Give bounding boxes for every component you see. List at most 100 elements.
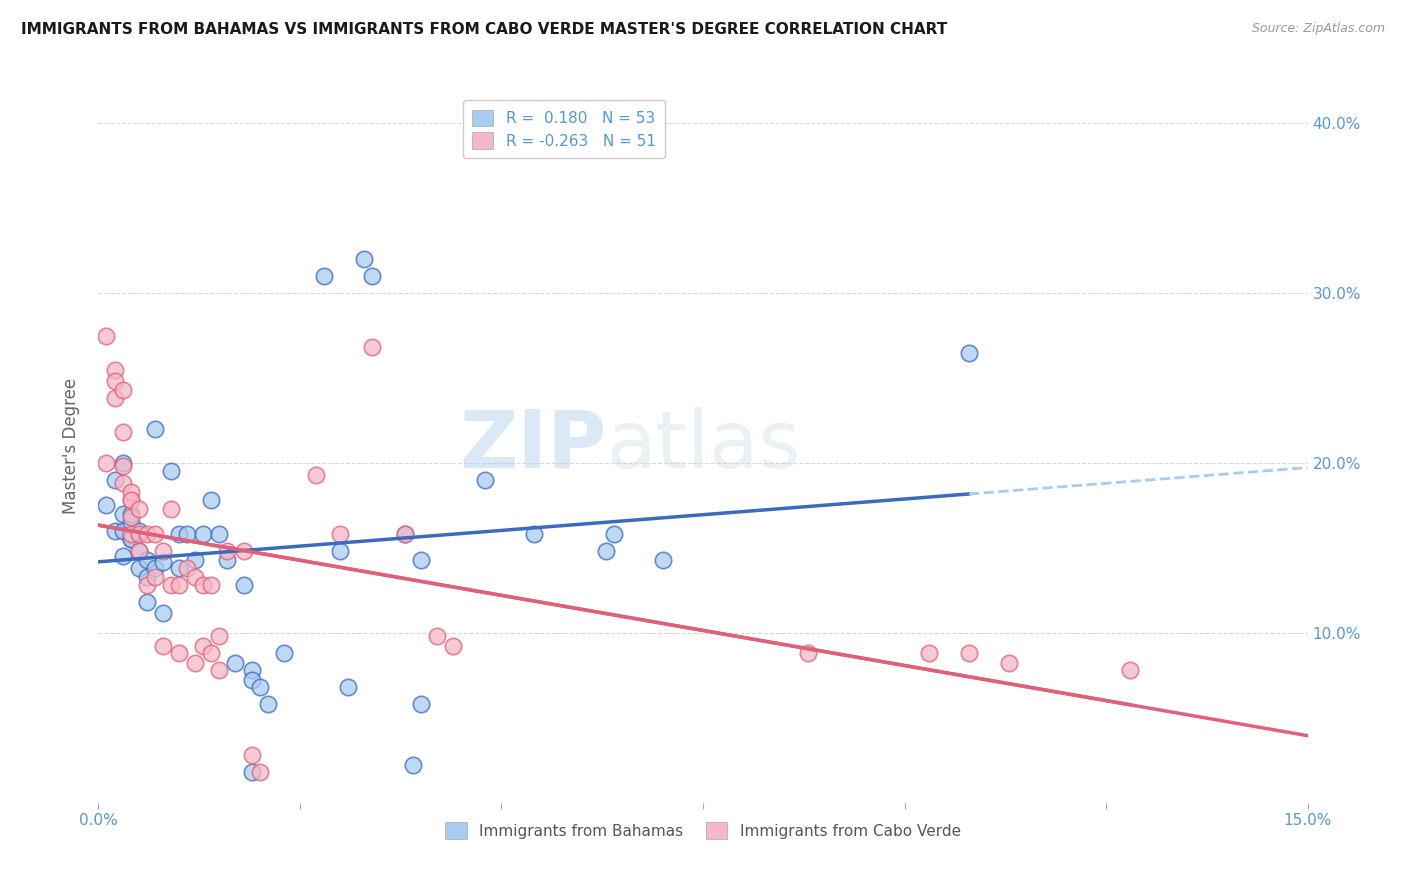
Point — [135, 578, 157, 592]
Point — [160, 465, 183, 479]
Point — [797, 646, 820, 660]
Point — [135, 527, 157, 541]
Point — [441, 640, 464, 654]
Point — [96, 456, 118, 470]
Point — [128, 561, 150, 575]
Point — [128, 544, 150, 558]
Point — [957, 646, 980, 660]
Point — [998, 657, 1021, 671]
Point — [217, 553, 239, 567]
Point — [120, 484, 142, 499]
Point — [135, 570, 157, 584]
Text: ZIP: ZIP — [458, 407, 606, 485]
Point — [329, 544, 352, 558]
Point — [200, 493, 222, 508]
Point — [957, 345, 980, 359]
Point — [120, 527, 142, 541]
Point — [224, 657, 246, 671]
Point — [111, 524, 134, 538]
Point — [217, 544, 239, 558]
Point — [361, 341, 384, 355]
Point — [409, 553, 432, 567]
Point — [135, 553, 157, 567]
Point — [523, 527, 546, 541]
Point — [111, 476, 134, 491]
Point — [409, 698, 432, 712]
Point — [167, 646, 190, 660]
Point — [208, 527, 231, 541]
Point — [128, 544, 150, 558]
Legend: Immigrants from Bahamas, Immigrants from Cabo Verde: Immigrants from Bahamas, Immigrants from… — [439, 816, 967, 845]
Point — [143, 570, 166, 584]
Point — [603, 527, 626, 541]
Point — [305, 467, 328, 482]
Point — [135, 595, 157, 609]
Point — [160, 578, 183, 592]
Point — [651, 553, 673, 567]
Point — [128, 501, 150, 516]
Point — [184, 553, 207, 567]
Point — [120, 507, 142, 521]
Point — [208, 629, 231, 643]
Point — [103, 375, 125, 389]
Point — [176, 527, 198, 541]
Point — [152, 606, 174, 620]
Point — [128, 524, 150, 538]
Point — [143, 422, 166, 436]
Point — [128, 527, 150, 541]
Point — [103, 473, 125, 487]
Point — [111, 425, 134, 440]
Point — [232, 578, 254, 592]
Point — [240, 748, 263, 763]
Point — [103, 362, 125, 376]
Point — [103, 524, 125, 538]
Point — [394, 527, 416, 541]
Point — [200, 646, 222, 660]
Point — [143, 561, 166, 575]
Point — [184, 657, 207, 671]
Point — [329, 527, 352, 541]
Point — [1119, 663, 1142, 677]
Point — [193, 527, 215, 541]
Point — [240, 673, 263, 688]
Point — [394, 527, 416, 541]
Point — [176, 561, 198, 575]
Point — [120, 516, 142, 530]
Point — [120, 533, 142, 547]
Point — [103, 392, 125, 406]
Point — [152, 555, 174, 569]
Point — [208, 663, 231, 677]
Point — [361, 269, 384, 284]
Point — [143, 527, 166, 541]
Point — [96, 328, 118, 343]
Text: Source: ZipAtlas.com: Source: ZipAtlas.com — [1251, 22, 1385, 36]
Point — [160, 501, 183, 516]
Point — [249, 680, 271, 694]
Point — [96, 499, 118, 513]
Point — [426, 629, 449, 643]
Point — [120, 510, 142, 524]
Y-axis label: Master's Degree: Master's Degree — [62, 378, 80, 514]
Point — [918, 646, 941, 660]
Point — [474, 473, 496, 487]
Point — [337, 680, 360, 694]
Point — [152, 640, 174, 654]
Point — [240, 765, 263, 780]
Text: IMMIGRANTS FROM BAHAMAS VS IMMIGRANTS FROM CABO VERDE MASTER'S DEGREE CORRELATIO: IMMIGRANTS FROM BAHAMAS VS IMMIGRANTS FR… — [21, 22, 948, 37]
Point — [111, 456, 134, 470]
Point — [120, 533, 142, 547]
Point — [111, 549, 134, 564]
Point — [184, 570, 207, 584]
Point — [120, 493, 142, 508]
Point — [314, 269, 336, 284]
Text: atlas: atlas — [606, 407, 800, 485]
Point — [111, 459, 134, 474]
Point — [273, 646, 295, 660]
Point — [595, 544, 617, 558]
Point — [232, 544, 254, 558]
Point — [256, 698, 278, 712]
Point — [193, 578, 215, 592]
Point — [120, 493, 142, 508]
Point — [200, 578, 222, 592]
Point — [353, 252, 375, 266]
